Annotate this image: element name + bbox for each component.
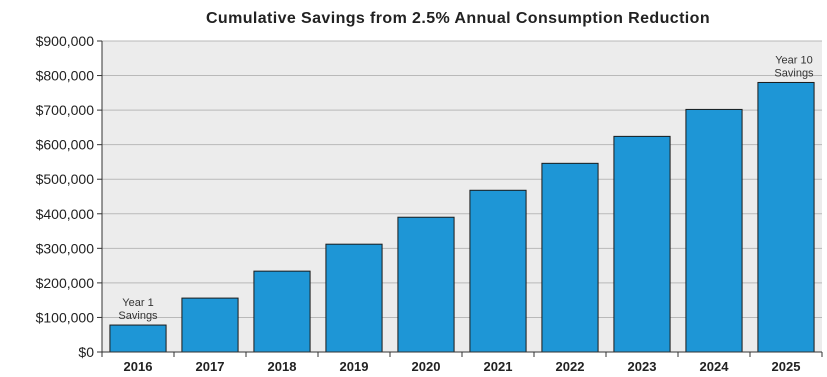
y-tick-label: $900,000 [36,33,95,49]
y-tick-label: $0 [78,344,94,360]
annotation-label: Year 10 [775,54,813,66]
annotation-label: Year 1 [122,297,153,309]
annotation-label: Savings [774,67,814,79]
bar-2017 [181,297,239,353]
bar-2016 [109,324,167,353]
x-tick-label: 2021 [484,359,513,374]
chart-title: Cumulative Savings from 2.5% Annual Cons… [206,10,710,27]
bar-2020 [397,216,455,353]
y-tick-label: $600,000 [36,137,95,153]
bar-2018 [253,270,311,353]
y-tick-label: $300,000 [36,240,95,256]
bar-series [109,81,815,353]
x-tick-label: 2019 [340,359,369,374]
x-tick-label: 2022 [556,359,585,374]
y-tick-label: $200,000 [36,275,95,291]
x-tick-label: 2017 [196,359,225,374]
y-tick-label: $700,000 [36,102,95,118]
y-axis-ticks: $0 $100,000 $200,000 $300,000 $400,000 $500,0… [36,33,102,360]
x-tick-label: 2016 [124,359,153,374]
bar-2021 [469,189,527,353]
x-tick-label: 2024 [700,359,730,374]
y-tick-label: $500,000 [36,171,95,187]
annotation-label: Savings [118,310,158,322]
bar-2025 [757,81,815,353]
x-tick-label: 2018 [268,359,297,374]
bar-2019 [325,243,383,353]
x-tick-label: 2023 [628,359,657,374]
bar-2023 [613,135,671,353]
x-axis-ticks: 2016 2017 2018 2019 2020 2021 2022 2023 2024 2025 [101,352,823,374]
x-tick-label: 2020 [412,359,441,374]
y-tick-label: $800,000 [36,68,95,84]
x-tick-label: 2025 [772,359,801,374]
bar-2022 [541,162,599,353]
bar-2024 [685,108,743,353]
y-tick-label: $400,000 [36,206,95,222]
y-tick-label: $100,000 [36,309,95,325]
